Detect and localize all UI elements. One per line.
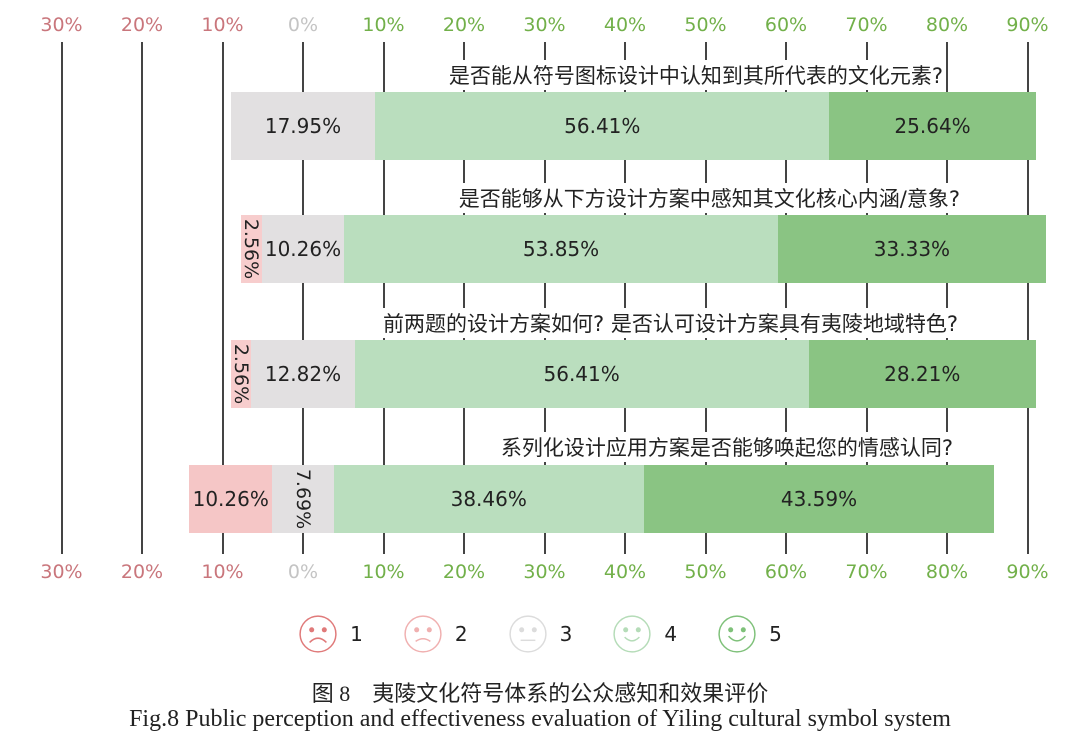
axis-tick-bottom: 30% bbox=[40, 561, 83, 583]
question-label: 是否能从符号图标设计中认知到其所代表的文化元素? bbox=[446, 60, 945, 90]
gridline bbox=[704, 42, 707, 554]
segment-value-label: 12.82% bbox=[264, 362, 342, 386]
legend-item: 1 bbox=[298, 614, 363, 654]
legend-item: 4 bbox=[612, 614, 677, 654]
legend-item: 5 bbox=[717, 614, 782, 654]
segment-value-label: 2.56% bbox=[230, 343, 253, 405]
question-label: 前两题的设计方案如何? 是否认可设计方案具有夷陵地域特色? bbox=[381, 308, 960, 338]
segment-value-label: 43.59% bbox=[780, 487, 858, 511]
bar-segment-4: 56.41% bbox=[354, 340, 809, 408]
axis-tick-top: 10% bbox=[201, 14, 244, 36]
axis-tick-top: 50% bbox=[684, 14, 727, 36]
axis-tick-top: 80% bbox=[925, 14, 969, 36]
segment-value-label: 2.56% bbox=[240, 218, 263, 280]
segment-value-label: 53.85% bbox=[522, 237, 600, 261]
legend-item: 2 bbox=[403, 614, 468, 654]
axis-tick-bottom: 90% bbox=[1006, 561, 1049, 583]
axis-tick-top: 20% bbox=[442, 14, 486, 36]
question-label: 是否能够从下方设计方案中感知其文化核心内涵/意象? bbox=[456, 183, 962, 213]
gridline bbox=[463, 42, 465, 554]
bar-segment-5: 28.21% bbox=[808, 340, 1036, 408]
legend-label: 1 bbox=[350, 622, 363, 646]
axis-tick-bottom: 20% bbox=[120, 561, 164, 583]
legend: 1 2 3 4 5 bbox=[0, 614, 1080, 654]
axis-tick-bottom: 50% bbox=[684, 561, 727, 583]
segment-value-label: 17.95% bbox=[264, 114, 342, 138]
gridline bbox=[382, 42, 385, 554]
caption-english: Fig.8 Public perception and effectivenes… bbox=[129, 706, 951, 732]
axis-tick-top: 90% bbox=[1006, 14, 1049, 36]
axis-tick-top: 0% bbox=[287, 14, 319, 36]
legend-label: 2 bbox=[454, 622, 468, 646]
segment-value-label: 10.26% bbox=[192, 487, 269, 511]
axis-tick-top: 40% bbox=[603, 14, 647, 36]
axis-tick-bottom: 40% bbox=[603, 561, 647, 583]
axis-tick-bottom: 20% bbox=[442, 561, 486, 583]
neutral-face-icon bbox=[508, 615, 547, 653]
bar-segment-3: 10.26% bbox=[261, 215, 345, 283]
segment-value-label: 56.41% bbox=[564, 114, 641, 138]
segment-value-label: 25.64% bbox=[894, 114, 971, 138]
legend-label: 4 bbox=[664, 622, 678, 646]
segment-value-label: 33.33% bbox=[873, 237, 951, 261]
bar-segment-4: 53.85% bbox=[344, 215, 778, 283]
axis-tick-top: 30% bbox=[40, 14, 83, 36]
question-label: 系列化设计应用方案是否能够唤起您的情感认同? bbox=[498, 432, 955, 462]
axis-tick-bottom: 0% bbox=[287, 561, 319, 583]
bar-segment-3: 7.69% bbox=[272, 465, 334, 533]
segment-value-label: 10.26% bbox=[264, 237, 342, 261]
axis-tick-top: 10% bbox=[362, 14, 405, 36]
legend-item: 3 bbox=[508, 614, 573, 654]
segment-value-label: 38.46% bbox=[450, 487, 527, 511]
bar-segment-3: 12.82% bbox=[251, 340, 355, 408]
segment-value-label: 56.41% bbox=[543, 362, 620, 386]
gridline bbox=[624, 42, 626, 554]
segment-value-label: 7.69% bbox=[291, 468, 314, 530]
axis-tick-top: 60% bbox=[764, 14, 808, 36]
very-sad-face-icon bbox=[299, 615, 337, 653]
axis-tick-bottom: 30% bbox=[523, 561, 566, 583]
bar-segment-3: 17.95% bbox=[230, 92, 376, 160]
gridline bbox=[221, 42, 224, 554]
axis-tick-top: 20% bbox=[120, 14, 164, 36]
gridline bbox=[543, 42, 546, 554]
sad-face-icon bbox=[404, 615, 442, 653]
segment-value-label: 28.21% bbox=[884, 362, 961, 386]
gridline bbox=[946, 42, 948, 554]
bar-segment-5: 25.64% bbox=[829, 92, 1036, 160]
axis-tick-top: 70% bbox=[845, 14, 888, 36]
gridline bbox=[60, 42, 63, 554]
bar-segment-4: 38.46% bbox=[333, 465, 644, 533]
gridline bbox=[141, 42, 143, 554]
bar-segment-2: 2.56% bbox=[240, 215, 263, 283]
axis-tick-top: 30% bbox=[523, 14, 566, 36]
axis-tick-bottom: 70% bbox=[845, 561, 888, 583]
legend-label: 5 bbox=[769, 622, 782, 646]
caption-chinese: 图 8 夷陵文化符号体系的公众感知和效果评价 bbox=[311, 681, 769, 706]
bar-segment-5: 43.59% bbox=[643, 465, 995, 533]
happy-face-icon bbox=[718, 615, 756, 653]
gridline bbox=[1026, 42, 1029, 554]
smile-face-icon bbox=[613, 615, 651, 653]
gridline bbox=[785, 42, 787, 554]
axis-tick-bottom: 10% bbox=[362, 561, 405, 583]
bar-segment-1: 10.26% bbox=[189, 465, 273, 533]
axis-tick-bottom: 10% bbox=[201, 561, 244, 583]
gridline bbox=[865, 42, 868, 554]
bar-segment-4: 56.41% bbox=[375, 92, 830, 160]
legend-label: 3 bbox=[559, 622, 573, 646]
axis-tick-bottom: 80% bbox=[925, 561, 969, 583]
bar-segment-2: 2.56% bbox=[230, 340, 253, 408]
axis-tick-bottom: 60% bbox=[764, 561, 808, 583]
bar-segment-5: 33.33% bbox=[777, 215, 1047, 283]
gridline bbox=[302, 42, 304, 554]
